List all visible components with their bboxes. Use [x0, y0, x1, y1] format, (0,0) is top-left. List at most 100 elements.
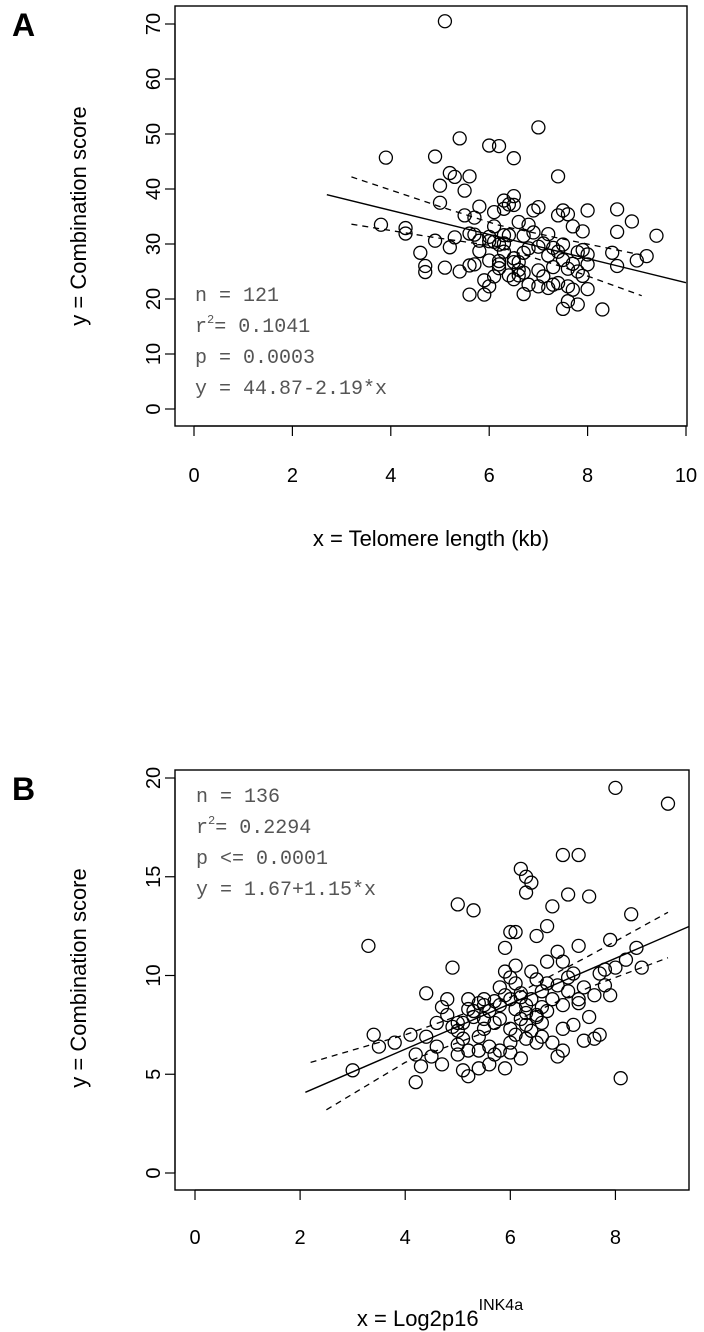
data-point — [413, 1059, 429, 1074]
data-point — [487, 1015, 502, 1031]
x-tick-label: 4 — [385, 465, 396, 487]
data-point — [503, 970, 518, 985]
x-tick-label: 8 — [610, 1227, 621, 1249]
stats-block-a: n = 121 r2= 0.1041 p = 0.0003 y = 44.87-… — [195, 285, 387, 401]
data-point — [373, 217, 389, 232]
data-point — [450, 1047, 465, 1062]
data-point — [445, 960, 460, 975]
stats-p-b: p <= 0.0001 — [196, 848, 328, 871]
data-point — [366, 1027, 381, 1042]
data-point — [575, 242, 590, 258]
x-tick-label: 0 — [189, 1227, 200, 1249]
data-point — [440, 992, 455, 1007]
data-point — [508, 1001, 523, 1017]
data-point — [555, 1021, 571, 1036]
data-point — [660, 796, 676, 811]
data-point — [555, 954, 571, 969]
data-point — [471, 1061, 486, 1076]
data-point — [429, 1039, 444, 1054]
data-point — [546, 259, 561, 275]
data-point — [398, 220, 413, 236]
data-point — [524, 964, 539, 979]
data-point — [580, 203, 595, 218]
data-point — [492, 1011, 507, 1027]
data-points-a — [373, 14, 664, 317]
data-point — [461, 1043, 476, 1058]
data-point — [432, 178, 448, 193]
data-point — [491, 253, 507, 269]
data-point — [471, 996, 486, 1011]
data-point — [508, 958, 523, 973]
data-point — [442, 240, 457, 255]
data-point — [496, 201, 512, 216]
data-point — [516, 245, 531, 260]
data-point — [496, 228, 512, 243]
data-point — [461, 1001, 476, 1017]
data-point — [536, 236, 551, 251]
data-point — [539, 918, 555, 934]
data-point — [581, 889, 597, 904]
data-point — [587, 1031, 602, 1046]
y-tick-label: 70 — [143, 13, 165, 35]
regression-line-b — [305, 925, 690, 1093]
data-point — [491, 237, 507, 252]
y-tick-label: 10 — [143, 964, 165, 986]
data-point — [605, 245, 620, 260]
stats-equation-b: y = 1.67+1.15*x — [196, 879, 376, 902]
data-point — [457, 208, 472, 223]
data-point — [497, 1061, 513, 1076]
data-point — [560, 970, 576, 985]
data-point — [587, 988, 602, 1003]
data-point — [518, 1031, 534, 1046]
data-point — [452, 131, 467, 146]
data-point — [521, 217, 536, 232]
stats-block-b: n = 136 r2= 0.2294 p <= 0.0001 y = 1.67+… — [196, 786, 376, 902]
stats-r2-a: r2= 0.1041 — [195, 313, 310, 339]
data-point — [496, 193, 512, 208]
data-point — [491, 257, 507, 272]
data-point — [491, 138, 507, 154]
data-point — [506, 254, 521, 270]
data-point — [570, 297, 585, 312]
data-point — [419, 986, 434, 1001]
data-point — [434, 999, 450, 1015]
data-point — [524, 1023, 539, 1038]
data-point — [521, 277, 536, 292]
data-point — [461, 992, 476, 1007]
data-point — [529, 972, 544, 987]
data-point — [506, 272, 521, 287]
data-point — [506, 188, 521, 204]
data-point — [506, 151, 521, 166]
confidence-bands-b — [310, 911, 669, 1111]
data-point — [440, 1007, 455, 1023]
data-point — [467, 257, 482, 272]
fit-line — [326, 194, 687, 284]
regression-line-a — [326, 194, 687, 284]
data-point — [501, 197, 517, 212]
data-point — [571, 992, 586, 1007]
data-point — [501, 228, 517, 243]
data-point — [580, 247, 595, 262]
data-point — [506, 197, 521, 213]
y-axis-label-a: y = Combination score — [66, 106, 91, 326]
data-point — [434, 1057, 450, 1072]
data-point — [491, 261, 507, 276]
data-point — [482, 253, 497, 268]
data-point — [524, 875, 539, 890]
x-tick-label: 4 — [400, 1227, 411, 1249]
data-point — [539, 976, 555, 991]
data-point — [592, 966, 607, 981]
data-point — [570, 264, 585, 279]
data-point — [555, 1043, 571, 1058]
y-tick-label: 0 — [143, 403, 165, 414]
data-point — [447, 230, 462, 245]
data-point — [455, 1031, 471, 1046]
data-point — [450, 1023, 465, 1038]
x-tick-label: 6 — [505, 1227, 516, 1249]
data-point — [513, 1051, 528, 1066]
x-tick-label: 0 — [188, 465, 199, 487]
data-point — [550, 169, 566, 184]
data-point — [427, 233, 443, 248]
ci-lower-band — [351, 223, 642, 297]
data-point — [550, 978, 565, 993]
